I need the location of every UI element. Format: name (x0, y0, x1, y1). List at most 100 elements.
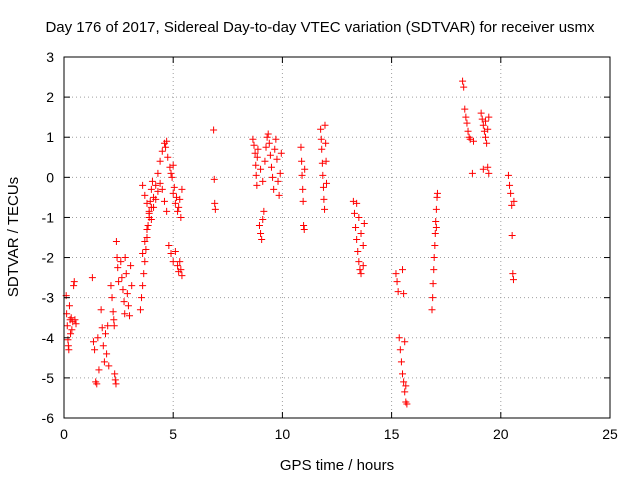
x-tick-label: 5 (169, 426, 177, 442)
data-point (479, 121, 487, 129)
data-point (509, 270, 517, 278)
data-point (163, 207, 171, 215)
data-point (507, 189, 515, 197)
data-point (430, 266, 438, 274)
data-point (154, 187, 162, 195)
y-tick-label: 2 (46, 89, 54, 105)
data-point (468, 169, 476, 177)
data-point (252, 161, 260, 169)
data-point (403, 400, 411, 408)
data-point (460, 83, 468, 91)
data-point (145, 207, 153, 215)
data-point (103, 350, 111, 358)
data-point (94, 334, 102, 342)
data-point (483, 139, 491, 147)
data-point (112, 380, 120, 388)
data-point (319, 171, 327, 179)
data-point (276, 169, 284, 177)
data-point (357, 270, 365, 278)
data-point (110, 316, 118, 324)
data-point (320, 195, 328, 203)
data-point (359, 262, 367, 270)
data-point (322, 157, 330, 165)
data-point (68, 326, 76, 334)
data-point (63, 322, 71, 330)
data-point (124, 302, 132, 310)
data-point (72, 320, 80, 328)
data-point (158, 147, 166, 155)
data-point (277, 149, 285, 157)
data-point (123, 290, 131, 298)
data-point (297, 143, 305, 151)
data-point (167, 250, 175, 258)
data-points (62, 77, 518, 408)
data-point (97, 306, 105, 314)
data-point (321, 205, 329, 213)
data-point (109, 308, 117, 316)
x-tick-label: 15 (384, 426, 400, 442)
data-point (143, 199, 151, 207)
x-tick-label: 25 (602, 426, 618, 442)
data-point (401, 388, 409, 396)
y-tick-label: -1 (42, 209, 55, 225)
data-point (167, 169, 175, 177)
data-point (127, 262, 135, 270)
data-point (91, 346, 99, 354)
data-point (259, 177, 267, 185)
data-point (485, 169, 493, 177)
data-point (257, 229, 265, 237)
data-point (274, 177, 282, 185)
data-point (251, 149, 259, 157)
data-point (139, 250, 147, 258)
data-point (252, 171, 260, 179)
data-point (171, 248, 179, 256)
data-point (117, 258, 125, 266)
data-point (482, 133, 490, 141)
data-point (112, 238, 120, 246)
data-point (65, 346, 73, 354)
data-point (355, 213, 363, 221)
x-tick-label: 20 (493, 426, 509, 442)
data-point (400, 378, 408, 386)
data-point (104, 322, 112, 330)
data-point (70, 278, 78, 286)
data-point (430, 254, 438, 262)
x-axis-label: GPS time / hours (280, 457, 394, 474)
data-point (318, 159, 326, 167)
data-point (395, 334, 403, 342)
data-point (71, 316, 79, 324)
data-point (355, 258, 363, 266)
data-point (265, 139, 273, 147)
data-point (111, 370, 119, 378)
data-point (211, 199, 219, 207)
data-point (177, 213, 185, 221)
data-point (298, 171, 306, 179)
data-point (165, 242, 173, 250)
data-point (269, 173, 277, 181)
data-point (152, 181, 160, 189)
data-point (169, 189, 177, 197)
data-point (174, 262, 182, 270)
data-point (428, 306, 436, 314)
data-point (67, 314, 75, 322)
data-point (141, 258, 149, 266)
data-point (482, 117, 490, 125)
data-point (65, 302, 73, 310)
data-point (260, 207, 268, 215)
data-point (353, 199, 361, 207)
data-point (464, 127, 472, 135)
data-point (139, 282, 147, 290)
data-point (275, 191, 283, 199)
data-point (168, 173, 176, 181)
y-tick-label: 1 (46, 129, 54, 145)
data-point (323, 179, 331, 187)
data-point (432, 217, 440, 225)
data-point (253, 153, 261, 161)
data-point (128, 282, 136, 290)
data-point (431, 242, 439, 250)
data-point (357, 229, 365, 237)
y-tick-label: -2 (42, 250, 55, 266)
data-point (171, 199, 179, 207)
data-point (272, 135, 280, 143)
data-point (401, 338, 409, 346)
